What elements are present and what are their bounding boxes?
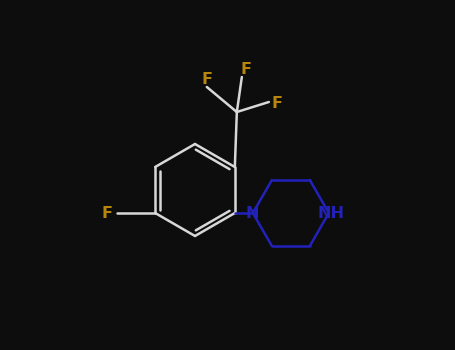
Text: N: N bbox=[245, 205, 258, 220]
Text: F: F bbox=[240, 63, 251, 77]
Text: F: F bbox=[201, 72, 212, 88]
Text: F: F bbox=[271, 97, 283, 112]
Text: F: F bbox=[101, 205, 113, 220]
Text: NH: NH bbox=[317, 205, 344, 220]
